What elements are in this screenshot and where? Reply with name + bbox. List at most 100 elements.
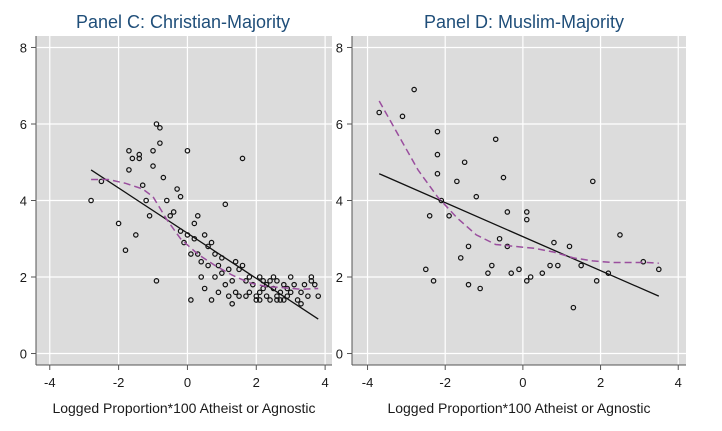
panel-d-point-5: [430, 278, 437, 284]
panel-c-x-tick-label-0: -4: [44, 375, 56, 390]
panel-d-point-8: [434, 170, 441, 177]
panel-c-point-56: [232, 289, 239, 296]
panel-c-point-14: [150, 163, 156, 169]
panel-d-point-30: [527, 274, 534, 280]
panel-c-point-4: [126, 147, 132, 154]
panel-c-point-11: [143, 197, 149, 204]
panel-d-grid: [352, 36, 686, 365]
panel-d-point-16: [473, 193, 480, 200]
panel-c-point-72: [263, 281, 270, 288]
panel-c-point-40: [205, 262, 211, 269]
panel-d-point-17: [477, 285, 483, 292]
panel-d-title: Panel D: Muslim-Majority: [424, 12, 624, 32]
panel-c-point-73: [263, 293, 270, 299]
panel-c-point-48: [219, 270, 225, 276]
panel-c-point-22: [170, 209, 177, 215]
panel-d-point-2: [411, 86, 417, 93]
panel-d-x-tick-label-0: -4: [362, 375, 374, 390]
panel-c-x-tick-label-3: 2: [253, 375, 260, 390]
panel-c-point-26: [181, 239, 187, 246]
panel-c-x-tick-label-4: 4: [321, 375, 328, 390]
panel-c-point-17: [157, 140, 163, 146]
panel-d-point-37: [578, 262, 584, 269]
panel-d-point-20: [492, 136, 499, 143]
panel-c-point-92: [305, 293, 311, 299]
panel-c-x-tick-label-2: 0: [184, 375, 191, 390]
panel-c-point-42: [208, 239, 215, 246]
panel-c-x-tick-label-1: -2: [113, 375, 125, 390]
panel-c-point-29: [188, 251, 194, 257]
panel-c-point-35: [198, 258, 205, 265]
panel-c-point-68: [256, 289, 263, 296]
panel-c-point-88: [294, 297, 301, 303]
panel-d: Panel D: Muslim-Majority 0 2 4 6 8 -4 -2 0 2 4 Lo…: [336, 12, 686, 416]
panel-c-point-6: [129, 155, 136, 162]
panel-d-point-21: [496, 235, 503, 242]
panel-c-point-53: [229, 278, 235, 284]
panel-c-point-16: [157, 125, 163, 131]
panel-d-point-26: [516, 266, 522, 273]
panel-c-fit-line: [90, 169, 319, 320]
panel-c-point-89: [298, 289, 304, 296]
panel-c-point-2: [115, 220, 122, 227]
panel-c-point-15: [153, 121, 160, 127]
panel-c-point-34: [194, 251, 201, 257]
panel-c-axes: 0 2 4 6 8 -4 -2 0 2 4: [20, 36, 332, 390]
panel-d-point-41: [640, 258, 647, 265]
panel-d-point-31: [539, 270, 546, 276]
panel-d-point-28: [523, 216, 530, 223]
panel-c-point-85: [287, 274, 294, 280]
panel-c-point-7: [133, 232, 139, 238]
panel-d-y-tick-label-4: 8: [336, 40, 343, 55]
panel-c-point-67: [253, 297, 260, 303]
panel-d-point-29: [523, 278, 530, 284]
panel-d-point-14: [465, 243, 472, 250]
panel-c-point-76: [270, 274, 277, 280]
panel-c-point-99: [281, 297, 287, 303]
panel-c-point-18: [153, 278, 160, 284]
panel-d-y-tick-label-2: 4: [336, 194, 343, 209]
panel-d-point-42: [656, 266, 662, 273]
panel-c-point-52: [225, 293, 232, 299]
panel-d-point-35: [566, 243, 573, 250]
panel-d-x-tick-label-1: -2: [439, 375, 451, 390]
panel-c-point-51: [225, 266, 232, 273]
panel-c-grid: [36, 36, 332, 365]
panel-d-y-tick-label-0: 0: [336, 347, 343, 362]
panel-c-point-60: [239, 262, 246, 269]
panel-d-x-tick-label-2: 0: [519, 375, 526, 390]
panel-d-point-34: [555, 262, 561, 269]
panel-d-point-0: [376, 109, 382, 116]
panel-c-point-62: [243, 293, 249, 299]
panel-c-point-75: [267, 297, 273, 303]
panel-c-title: Panel C: Christian-Majority: [76, 12, 290, 32]
panel-d-point-4: [426, 213, 433, 219]
panel-c-point-23: [174, 186, 180, 192]
panel-c-point-74: [267, 278, 273, 284]
panel-d-point-6: [434, 128, 441, 135]
panel-d-point-18: [485, 270, 491, 276]
panel-d-point-36: [570, 304, 577, 311]
panel-c-point-95: [311, 281, 318, 288]
panel-c-point-94: [308, 274, 315, 280]
panel-c-point-50: [222, 201, 229, 208]
panel-d-point-12: [457, 255, 464, 261]
panel-d-x-tick-label-3: 2: [597, 375, 604, 390]
panel-c-point-91: [301, 281, 308, 288]
panel-c-point-9: [136, 155, 143, 162]
panel-d-point-22: [500, 174, 507, 181]
panel-d-point-27: [523, 209, 530, 215]
panel-c-point-24: [177, 193, 184, 200]
panel-c-point-12: [146, 213, 153, 219]
panel-d-point-10: [446, 213, 452, 219]
panel-c-y-tick-label-1: 2: [20, 270, 27, 285]
panel-c-point-63: [246, 274, 253, 280]
panel-d-point-13: [461, 159, 468, 166]
panel-c-point-90: [298, 300, 304, 307]
panel-c-y-tick-label-4: 8: [20, 40, 27, 55]
panel-c-point-46: [215, 289, 222, 296]
panel-d-axes: 0 2 4 6 8 -4 -2 0 2 4: [336, 36, 686, 390]
panel-c-point-49: [222, 281, 229, 288]
panel-c-x-axis-label: Logged Proportion*100 Atheist or Agnosti…: [52, 400, 315, 416]
panel-c-point-36: [198, 274, 205, 280]
